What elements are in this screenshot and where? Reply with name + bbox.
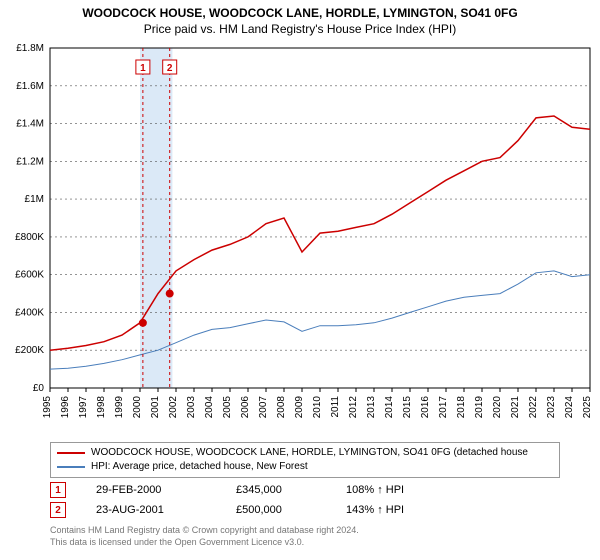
svg-text:2007: 2007	[258, 396, 269, 419]
svg-text:£400K: £400K	[15, 307, 44, 318]
svg-text:£0: £0	[33, 383, 45, 394]
svg-text:2006: 2006	[240, 396, 251, 419]
svg-text:2019: 2019	[474, 396, 485, 419]
svg-text:1996: 1996	[60, 396, 71, 419]
legend-label-price: WOODCOCK HOUSE, WOODCOCK LANE, HORDLE, L…	[91, 446, 528, 460]
line-chart: £0 £200K £400K £600K £800K £1M £1.2M £1.4M £1.6M…	[0, 38, 600, 438]
sale-row: 2 23-AUG-2001 £500,000 143% ↑ HPI	[50, 502, 600, 518]
svg-text:1995: 1995	[42, 396, 53, 419]
legend: WOODCOCK HOUSE, WOODCOCK LANE, HORDLE, L…	[50, 442, 560, 478]
svg-text:£1.4M: £1.4M	[16, 119, 44, 130]
svg-text:2015: 2015	[402, 396, 413, 419]
svg-text:1997: 1997	[78, 396, 89, 419]
svg-text:2021: 2021	[510, 396, 521, 419]
svg-text:2010: 2010	[312, 396, 323, 419]
svg-text:2022: 2022	[528, 396, 539, 419]
svg-text:2009: 2009	[294, 396, 305, 419]
sale-price: £345,000	[236, 484, 316, 496]
svg-text:1998: 1998	[96, 396, 107, 419]
chart-title-main: WOODCOCK HOUSE, WOODCOCK LANE, HORDLE, L…	[10, 6, 590, 20]
svg-text:1999: 1999	[114, 396, 125, 419]
svg-text:2020: 2020	[492, 396, 503, 419]
sale-badge: 2	[50, 502, 66, 518]
sale-date: 23-AUG-2001	[96, 504, 206, 516]
svg-text:2000: 2000	[132, 396, 143, 419]
svg-text:£1.8M: £1.8M	[16, 43, 44, 54]
sale-date: 29-FEB-2000	[96, 484, 206, 496]
legend-label-hpi: HPI: Average price, detached house, New …	[91, 460, 308, 474]
svg-text:2016: 2016	[420, 396, 431, 419]
chart-title-sub: Price paid vs. HM Land Registry's House …	[10, 22, 590, 36]
svg-text:2011: 2011	[330, 396, 341, 418]
legend-row-price: WOODCOCK HOUSE, WOODCOCK LANE, HORDLE, L…	[57, 446, 553, 460]
svg-text:2003: 2003	[186, 396, 197, 419]
svg-text:2024: 2024	[564, 396, 575, 419]
series-price_paid	[50, 116, 590, 350]
svg-text:£200K: £200K	[15, 345, 44, 356]
footnote: Contains HM Land Registry data © Crown c…	[50, 524, 600, 548]
svg-text:2014: 2014	[384, 396, 395, 419]
svg-text:2012: 2012	[348, 396, 359, 419]
svg-text:2005: 2005	[222, 396, 233, 419]
svg-text:£1.2M: £1.2M	[16, 156, 44, 167]
sale-hpi: 108% ↑ HPI	[346, 484, 436, 496]
legend-row-hpi: HPI: Average price, detached house, New …	[57, 460, 553, 474]
footnote-line2: This data is licensed under the Open Gov…	[50, 536, 600, 548]
chart-container: £0 £200K £400K £600K £800K £1M £1.2M £1.4M £1.6M…	[0, 38, 600, 438]
sale-row: 1 29-FEB-2000 £345,000 108% ↑ HPI	[50, 482, 600, 498]
svg-text:2023: 2023	[546, 396, 557, 419]
series-hpi	[50, 271, 590, 369]
svg-text:2004: 2004	[204, 396, 215, 419]
svg-text:2018: 2018	[456, 396, 467, 419]
svg-text:2001: 2001	[150, 396, 161, 419]
svg-text:2025: 2025	[582, 396, 593, 419]
svg-text:2002: 2002	[168, 396, 179, 419]
svg-text:£600K: £600K	[15, 270, 44, 281]
svg-text:2: 2	[167, 63, 173, 74]
sale-hpi: 143% ↑ HPI	[346, 504, 436, 516]
svg-text:2013: 2013	[366, 396, 377, 419]
svg-text:£1.6M: £1.6M	[16, 81, 44, 92]
svg-text:1: 1	[140, 63, 146, 74]
sale-badge: 1	[50, 482, 66, 498]
svg-text:£1M: £1M	[25, 194, 44, 205]
sale-price: £500,000	[236, 504, 316, 516]
svg-text:2017: 2017	[438, 396, 449, 419]
svg-text:2008: 2008	[276, 396, 287, 419]
footnote-line1: Contains HM Land Registry data © Crown c…	[50, 524, 600, 536]
svg-text:£800K: £800K	[15, 232, 44, 243]
